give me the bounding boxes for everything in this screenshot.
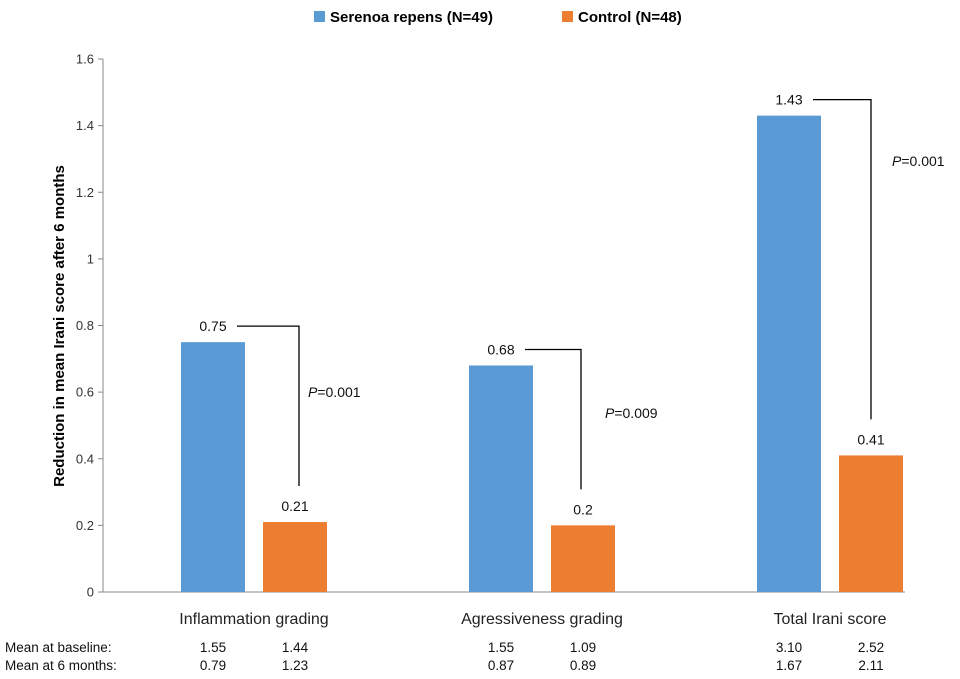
table-value: 2.52 xyxy=(858,640,884,655)
table-value: 2.11 xyxy=(858,658,883,673)
means-table: 1.55 1.44 0.79 1.23 1.55 1.09 0.87 0.89 3.10 2.52… xyxy=(5,640,884,673)
table-value: 1.23 xyxy=(282,658,308,673)
value-label-1-2: 0.68 xyxy=(487,341,514,357)
p-value-bracket-3 xyxy=(813,98,872,420)
legend-swatch-2 xyxy=(562,11,573,22)
table-value: 0.79 xyxy=(200,658,226,673)
legend-label-1: Serenoa repens (N=49) xyxy=(330,9,493,26)
p-value-bracket-1 xyxy=(237,325,300,487)
y-axis-label: Reduction in mean Irani score after 6 mo… xyxy=(51,165,68,487)
table-value: 1.44 xyxy=(282,640,309,655)
table-value: 1.09 xyxy=(570,640,596,655)
bar-1-2 xyxy=(469,365,533,592)
value-label-2-2: 0.2 xyxy=(573,501,593,517)
bars: 0.75 0.21 0.68 0.2 1.43 0.41 xyxy=(181,92,903,592)
table-value: 1.55 xyxy=(200,640,226,655)
category-label-3: Total Irani score xyxy=(774,611,887,628)
table-value: 1.55 xyxy=(488,640,514,655)
table-value: 0.89 xyxy=(570,658,596,673)
bar-2-2 xyxy=(551,525,615,592)
table-value: 3.10 xyxy=(776,640,802,655)
p-value-label-3: P=0.001 xyxy=(892,153,945,169)
category-label-2: Agressiveness grading xyxy=(461,611,623,628)
table-row-label-1: Mean at baseline: xyxy=(5,640,112,655)
p-value-bracket-2 xyxy=(525,348,582,490)
legend-swatch-1 xyxy=(314,11,325,22)
table-value: 1.67 xyxy=(776,658,802,673)
category-labels: Inflammation grading Agressiveness gradin… xyxy=(179,611,886,628)
y-tick-label: 0.2 xyxy=(76,518,94,533)
y-tick-label: 1.6 xyxy=(76,52,94,67)
bar-1-1 xyxy=(181,342,245,592)
y-tick-label: 0.4 xyxy=(76,451,94,466)
y-tick-label: 1.4 xyxy=(76,118,94,133)
value-label-1-1: 0.75 xyxy=(199,318,226,334)
legend-label-2: Control (N=48) xyxy=(578,9,682,26)
y-tick-label: 0.8 xyxy=(76,318,94,333)
p-value-label-1: P=0.001 xyxy=(308,384,361,400)
p-value-label-2: P=0.009 xyxy=(605,405,658,421)
table-value: 0.87 xyxy=(488,658,514,673)
bar-2-1 xyxy=(263,522,327,592)
p-value-brackets: P=0.001 P=0.009 P=0.001 xyxy=(237,98,945,490)
value-label-2-3: 0.41 xyxy=(857,431,884,447)
y-tick-label: 1.2 xyxy=(76,185,94,200)
y-tick-label: 0.6 xyxy=(76,385,94,400)
value-label-1-3: 1.43 xyxy=(775,92,802,108)
bar-2-3 xyxy=(839,455,903,592)
category-label-1: Inflammation grading xyxy=(179,611,328,628)
y-tick-label: 1 xyxy=(87,251,94,266)
y-tick-label: 0 xyxy=(87,585,94,600)
value-label-2-1: 0.21 xyxy=(281,498,308,514)
bar-1-3 xyxy=(757,115,821,592)
table-row-label-2: Mean at 6 months: xyxy=(5,658,117,673)
legend: Serenoa repens (N=49) Control (N=48) xyxy=(314,9,682,26)
